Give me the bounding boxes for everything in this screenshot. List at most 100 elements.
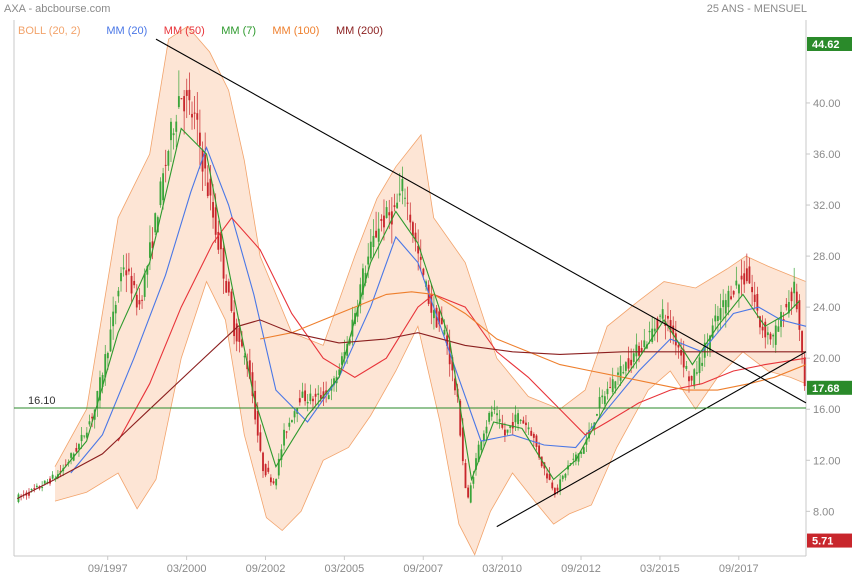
candle-up bbox=[611, 379, 614, 393]
moving-average-line bbox=[117, 216, 807, 442]
candle-up bbox=[340, 356, 343, 365]
candle-down bbox=[285, 431, 288, 433]
candle-up bbox=[701, 362, 704, 366]
candle-down bbox=[688, 376, 690, 382]
candle-up bbox=[709, 335, 711, 351]
candle-up bbox=[443, 329, 446, 335]
candle-up bbox=[693, 369, 696, 387]
candle-up bbox=[112, 311, 115, 327]
candle-up bbox=[651, 328, 654, 342]
legend-entry: MM (7) bbox=[221, 25, 256, 37]
candle-up bbox=[606, 388, 609, 395]
x-tick-label: 09/2007 bbox=[403, 563, 443, 575]
candle-up bbox=[659, 315, 661, 317]
candle-up bbox=[356, 307, 359, 317]
candle-up bbox=[346, 343, 349, 356]
candle-up bbox=[695, 372, 698, 374]
candle-up bbox=[719, 308, 722, 320]
candle-up bbox=[175, 121, 178, 132]
candle-up bbox=[569, 463, 572, 465]
candle-down bbox=[538, 445, 541, 458]
candle-down bbox=[409, 214, 412, 223]
candle-down bbox=[422, 268, 425, 275]
candle-down bbox=[690, 375, 693, 381]
x-tick-label: 03/2000 bbox=[167, 563, 207, 575]
candle-up bbox=[598, 396, 601, 408]
candle-up bbox=[477, 444, 480, 462]
candle-down bbox=[222, 248, 225, 279]
moving-average-line bbox=[54, 127, 801, 482]
candle-up bbox=[159, 181, 162, 206]
legend-entry: MM (50) bbox=[164, 25, 205, 37]
low-marker-label: 5.71 bbox=[812, 536, 833, 548]
candle-down bbox=[546, 473, 548, 479]
candle-down bbox=[459, 400, 462, 436]
candle-down bbox=[530, 430, 533, 436]
candle-down bbox=[532, 434, 535, 438]
candle-up bbox=[488, 412, 491, 422]
candle-up bbox=[585, 439, 588, 445]
candle-down bbox=[248, 360, 251, 379]
candle-down bbox=[241, 339, 243, 347]
candle-down bbox=[388, 212, 391, 216]
candle-up bbox=[480, 441, 483, 451]
low-marker-box bbox=[807, 533, 852, 548]
candle-down bbox=[230, 291, 233, 312]
candle-up bbox=[603, 396, 606, 405]
candle-down bbox=[188, 89, 191, 101]
candle-down bbox=[209, 178, 212, 196]
candle-down bbox=[664, 321, 667, 326]
candle-down bbox=[233, 312, 236, 337]
y-tick-label: 32.00 bbox=[813, 200, 841, 212]
candle-up bbox=[156, 217, 159, 233]
candle-up bbox=[117, 290, 120, 297]
candle-up bbox=[372, 235, 375, 248]
candle-down bbox=[375, 230, 377, 238]
candle-up bbox=[306, 401, 309, 404]
candle-down bbox=[504, 429, 506, 436]
legend-entry: MM (100) bbox=[272, 25, 319, 37]
candle-up bbox=[632, 353, 635, 362]
bollinger-band-fill bbox=[55, 26, 806, 555]
candle-up bbox=[714, 315, 717, 322]
candle-down bbox=[206, 182, 209, 197]
candle-up bbox=[774, 325, 777, 345]
candle-up bbox=[787, 301, 790, 314]
candle-down bbox=[417, 245, 420, 254]
candle-down bbox=[680, 349, 683, 356]
candle-up bbox=[120, 272, 122, 282]
candle-down bbox=[251, 372, 254, 397]
high-marker-label: 44.62 bbox=[812, 39, 840, 51]
candle-down bbox=[740, 275, 743, 280]
candle-up bbox=[614, 381, 617, 389]
candle-up bbox=[170, 121, 172, 141]
candle-down bbox=[267, 467, 270, 472]
candle-down bbox=[383, 215, 385, 228]
candle-up bbox=[172, 133, 175, 136]
legend-entry: MM (20) bbox=[106, 25, 147, 37]
y-tick-label: 8.00 bbox=[813, 506, 834, 518]
candle-down bbox=[91, 416, 94, 419]
candle-down bbox=[272, 481, 275, 484]
candle-down bbox=[212, 202, 214, 218]
candle-up bbox=[472, 477, 475, 484]
candle-up bbox=[317, 393, 320, 395]
candle-up bbox=[580, 451, 583, 454]
candle-up bbox=[735, 280, 738, 286]
candle-up bbox=[469, 485, 472, 503]
candle-down bbox=[180, 98, 183, 100]
candle-up bbox=[122, 267, 125, 270]
candle-up bbox=[154, 213, 157, 233]
moving-average-line bbox=[259, 291, 807, 391]
candle-up bbox=[291, 420, 293, 423]
candle-up bbox=[359, 284, 362, 307]
candle-up bbox=[167, 151, 170, 166]
candle-up bbox=[327, 395, 330, 400]
candle-down bbox=[535, 435, 538, 447]
candle-down bbox=[49, 478, 51, 484]
candle-up bbox=[301, 391, 304, 398]
candle-down bbox=[609, 387, 612, 389]
x-tick-label: 03/2010 bbox=[482, 563, 522, 575]
candle-down bbox=[390, 211, 393, 225]
candle-down bbox=[138, 300, 141, 305]
